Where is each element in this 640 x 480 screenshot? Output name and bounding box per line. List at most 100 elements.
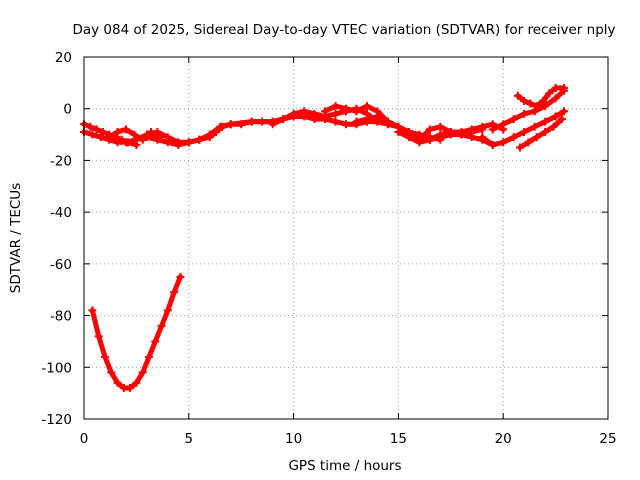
data-point	[132, 135, 141, 144]
data-point	[92, 125, 101, 134]
data-point	[107, 368, 116, 377]
data-point	[488, 125, 497, 134]
data-point	[394, 127, 403, 136]
data-point	[362, 115, 371, 124]
data-point	[467, 125, 476, 134]
data-point	[524, 138, 533, 147]
series-arc-14	[513, 84, 568, 111]
data-point	[268, 120, 277, 129]
data-point	[126, 383, 135, 392]
x-tick-label: 20	[495, 431, 512, 447]
data-point	[488, 140, 497, 149]
y-axis-label: SDTVAR / TECUs	[8, 183, 24, 293]
data-point	[279, 115, 288, 124]
data-point	[436, 122, 445, 131]
data-point	[352, 117, 361, 126]
data-point	[144, 352, 153, 361]
data-point	[557, 115, 566, 124]
chart-title: Day 084 of 2025, Sidereal Day-to-day VTE…	[72, 22, 615, 38]
data-point	[163, 306, 172, 315]
data-point	[153, 127, 162, 136]
data-point	[157, 321, 166, 330]
data-point	[467, 133, 476, 142]
data-point	[331, 102, 340, 111]
series-arc-11	[478, 107, 568, 149]
data-point	[176, 272, 185, 281]
data-point	[478, 133, 487, 142]
data-point	[436, 130, 445, 139]
x-tick-label: 0	[80, 431, 89, 447]
y-tick-label: -120	[41, 412, 72, 428]
data-point	[310, 109, 319, 118]
data-point	[113, 378, 122, 387]
data-point	[96, 133, 105, 142]
data-layer	[80, 84, 568, 392]
data-point	[163, 133, 172, 142]
data-point	[205, 130, 214, 139]
data-point	[132, 378, 141, 387]
x-tick-label: 5	[185, 431, 194, 447]
y-tick-label: -100	[41, 360, 72, 376]
data-point	[499, 138, 508, 147]
data-point	[415, 135, 424, 144]
data-point	[88, 306, 97, 315]
series-arc-12	[488, 86, 568, 134]
plot-frame	[83, 56, 609, 420]
x-tick-label: 25	[599, 431, 616, 447]
data-point	[559, 84, 568, 93]
data-point	[352, 107, 361, 116]
data-point	[121, 138, 130, 147]
data-point	[86, 122, 95, 131]
data-point	[342, 120, 350, 129]
data-point	[184, 138, 193, 147]
data-point	[138, 368, 147, 377]
series-arc-13	[515, 115, 566, 152]
y-tick-label: 20	[55, 50, 72, 66]
data-point	[551, 112, 560, 121]
data-point	[457, 130, 466, 139]
data-point	[331, 117, 340, 126]
data-point	[300, 107, 309, 116]
data-point	[94, 332, 103, 341]
data-point	[331, 109, 340, 118]
data-point	[539, 96, 548, 105]
data-point	[247, 117, 256, 126]
data-point	[226, 120, 235, 129]
data-point	[559, 107, 568, 116]
data-point	[549, 122, 558, 131]
data-point	[425, 135, 434, 144]
data-point	[151, 337, 160, 346]
data-point	[105, 133, 114, 142]
data-point	[383, 117, 392, 126]
data-point	[342, 104, 350, 113]
data-point	[541, 117, 550, 126]
data-point	[515, 143, 524, 152]
data-point	[530, 107, 539, 116]
data-point	[509, 133, 518, 142]
data-point	[174, 138, 183, 147]
data-point	[532, 133, 541, 142]
data-point	[170, 288, 179, 297]
series-arc-15	[88, 272, 185, 392]
data-point	[321, 107, 330, 116]
data-point	[551, 84, 560, 93]
data-point	[88, 130, 97, 139]
x-tick-label: 15	[390, 431, 407, 447]
data-point	[545, 89, 554, 98]
y-tick-label: -20	[50, 153, 72, 169]
data-point	[98, 127, 107, 136]
data-point	[530, 122, 539, 131]
data-point	[130, 130, 139, 139]
data-point	[113, 138, 122, 147]
data-point	[532, 102, 541, 111]
data-point	[289, 109, 298, 118]
data-point	[520, 96, 529, 105]
data-point	[362, 102, 371, 111]
data-point	[509, 115, 518, 124]
x-tick-label: 10	[285, 431, 302, 447]
x-axis-label: GPS time / hours	[288, 458, 401, 474]
data-point	[425, 125, 434, 134]
data-point	[216, 122, 225, 131]
y-tick-label: -40	[50, 205, 72, 221]
